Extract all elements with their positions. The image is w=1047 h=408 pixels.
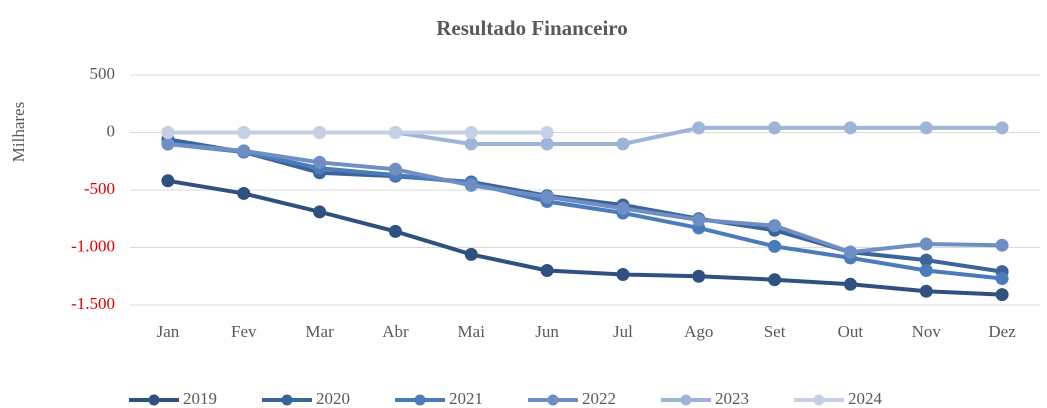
point xyxy=(995,121,1009,135)
point xyxy=(843,245,857,259)
point xyxy=(161,126,175,139)
x-tick-label: Dez xyxy=(988,322,1016,341)
point xyxy=(843,121,857,135)
point xyxy=(616,268,630,282)
point xyxy=(388,126,402,139)
point xyxy=(388,162,402,176)
y-axis-label: Milhares xyxy=(9,102,28,162)
point xyxy=(843,277,857,291)
point xyxy=(388,224,402,238)
point xyxy=(540,126,554,139)
legend-marker xyxy=(414,394,426,406)
x-tick-label: Abr xyxy=(382,322,409,341)
y-tick-label: 0 xyxy=(107,121,116,140)
point xyxy=(995,288,1009,302)
legend-marker xyxy=(281,394,293,406)
series-line xyxy=(167,142,1003,281)
legend-label: 2023 xyxy=(715,389,749,408)
point xyxy=(616,201,630,215)
legend-marker xyxy=(680,394,692,406)
legend-label: 2019 xyxy=(183,389,217,408)
x-tick-label: Jan xyxy=(157,322,180,341)
series-line xyxy=(167,178,1003,297)
point xyxy=(919,253,933,267)
point xyxy=(616,137,630,151)
point xyxy=(768,121,782,135)
legend-marker xyxy=(813,394,825,406)
x-tick-label: Fev xyxy=(231,322,257,341)
x-tick-label: Mai xyxy=(458,322,486,341)
point xyxy=(540,264,554,277)
x-tick-label: Jul xyxy=(613,322,633,341)
series-line xyxy=(167,137,1003,274)
point xyxy=(919,237,933,251)
point xyxy=(237,126,251,139)
point xyxy=(237,144,251,158)
series-line xyxy=(167,142,1003,255)
point xyxy=(313,126,327,139)
point xyxy=(540,137,554,151)
legend-label: 2024 xyxy=(848,389,883,408)
y-tick-label: -500 xyxy=(84,179,115,198)
chart-title: Resultado Financeiro xyxy=(436,16,628,40)
legend-label: 2022 xyxy=(582,389,616,408)
point xyxy=(692,213,706,227)
x-tick-label: Jun xyxy=(535,322,559,341)
legend-marker xyxy=(148,394,160,406)
point xyxy=(161,137,175,151)
y-tick-label: -1.000 xyxy=(71,236,115,255)
legend-label: 2020 xyxy=(316,389,350,408)
point xyxy=(919,264,933,277)
x-tick-label: Out xyxy=(838,322,864,341)
point xyxy=(919,284,933,298)
point xyxy=(919,121,933,135)
legend-marker xyxy=(547,394,559,406)
point xyxy=(313,155,327,169)
y-tick-label: 500 xyxy=(90,64,116,83)
point xyxy=(692,269,706,283)
point xyxy=(768,219,782,233)
series-line xyxy=(167,125,1003,146)
point xyxy=(995,272,1009,286)
point xyxy=(313,205,327,219)
x-tick-label: Ago xyxy=(684,322,713,341)
point xyxy=(692,121,706,135)
legend-label: 2021 xyxy=(449,389,483,408)
point xyxy=(464,137,478,151)
point xyxy=(464,126,478,139)
point xyxy=(768,273,782,287)
point xyxy=(464,178,478,192)
point xyxy=(995,238,1009,252)
point xyxy=(768,239,782,253)
point xyxy=(464,247,478,261)
x-tick-label: Set xyxy=(764,322,786,341)
x-tick-label: Nov xyxy=(912,322,942,341)
y-tick-label: -1.500 xyxy=(71,294,115,313)
point xyxy=(540,190,554,204)
point xyxy=(237,186,251,200)
x-tick-label: Mar xyxy=(305,322,334,341)
point xyxy=(161,174,175,188)
